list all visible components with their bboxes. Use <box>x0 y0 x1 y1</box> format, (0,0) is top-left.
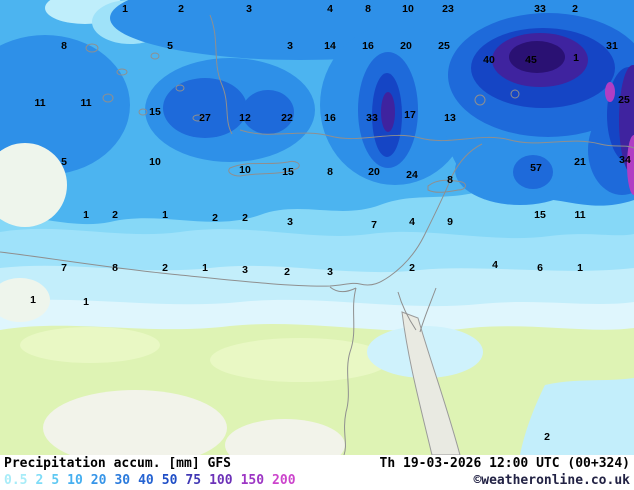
legend-value: 40 <box>138 473 154 488</box>
legend-value: 0.5 <box>4 473 28 488</box>
legend-value: 20 <box>90 473 107 488</box>
legend-value: 50 <box>161 473 178 488</box>
legend-value: 10 <box>67 473 83 488</box>
forecast-datetime: Th 19-03-2026 12:00 UTC (00+324) <box>379 456 630 471</box>
legend-values: 0.5 2 5 10 20 30 40 50 75 100 150 200 <box>4 473 296 488</box>
status-bar-bottom-row: 0.5 2 5 10 20 30 40 50 75 100 150 200 ©weatheronlin… <box>4 473 630 488</box>
legend-value: 100 <box>209 473 233 488</box>
precip-map-image <box>0 0 634 455</box>
legend-value: 150 <box>240 473 265 488</box>
precip-shading <box>0 0 634 455</box>
legend-value: 30 <box>114 473 131 488</box>
legend-value: 5 <box>51 473 60 488</box>
coastlines <box>0 14 634 455</box>
legend-value: 75 <box>185 473 202 488</box>
copyright: ©weatheronline.co.uk <box>473 473 630 488</box>
legend-value: 200 <box>272 473 296 488</box>
product-title: Precipitation accum. [mm] GFS <box>4 456 231 471</box>
status-bar: Precipitation accum. [mm] GFS Th 19-03-2… <box>0 455 634 490</box>
legend-value: 2 <box>35 473 44 488</box>
status-bar-top-row: Precipitation accum. [mm] GFS Th 19-03-2… <box>4 456 630 471</box>
precip-map: 1 2 3 4 8 10 23 33 2 8 5 3 14 16 20 25 40 45 1 31 11 11 15 27 12… <box>0 0 634 455</box>
